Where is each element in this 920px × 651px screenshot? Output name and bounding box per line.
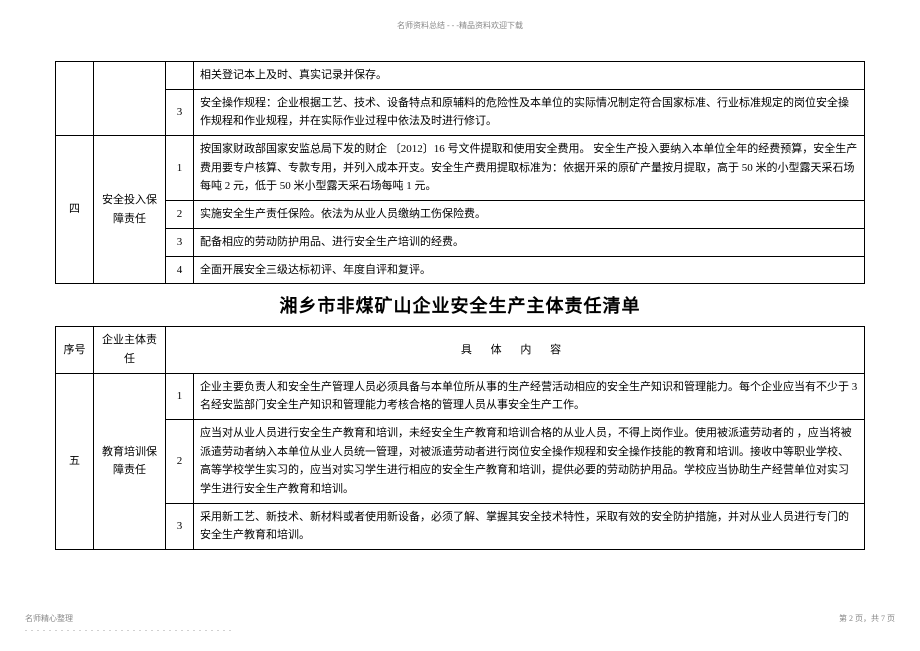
footer-dots: . . . . . . . . . . . . . . . . . . . . … — [25, 624, 232, 633]
section5-resp: 教育培训保障责任 — [94, 373, 166, 550]
section4-idx-2: 2 — [166, 201, 194, 229]
t2-header-col3-text: 具 体 内 容 — [461, 344, 569, 356]
table-section-prev-and-4: 相关登记本上及时、真实记录并保存。 3 安全操作规程：企业根据工艺、技术、设备特… — [55, 61, 865, 284]
prev-resp-cell — [94, 62, 166, 136]
section4-item-3: 配备相应的劳动防护用品、进行安全生产培训的经费。 — [194, 228, 865, 256]
prev-content-3: 安全操作规程：企业根据工艺、技术、设备特点和原辅料的危险性及本单位的实际情况制定… — [194, 89, 865, 135]
section5-idx-1: 1 — [166, 373, 194, 419]
prev-content-last: 相关登记本上及时、真实记录并保存。 — [194, 62, 865, 90]
table-section-5: 序号 企业主体责 任 具 体 内 容 五 教育培训保障责任 1 企业主要负责人和… — [55, 326, 865, 550]
section4-item-1: 按国家财政部国家安监总局下发的财企 〔2012〕16 号文件提取和使用安全费用。… — [194, 136, 865, 201]
section5-item-1: 企业主要负责人和安全生产管理人员必须具备与本单位所从事的生产经营活动相应的安全生… — [194, 373, 865, 419]
section4-idx-1: 1 — [166, 136, 194, 201]
page-header-note: 名师资料总结 - - -精品资料欢迎下载 — [55, 20, 865, 31]
footer-left-text: 名师精心整理 — [25, 614, 73, 623]
section4-idx-3: 3 — [166, 228, 194, 256]
page-footer: 名师精心整理 . . . . . . . . . . . . . . . . .… — [25, 613, 895, 633]
main-title: 湘乡市非煤矿山企业安全生产主体责任清单 — [55, 292, 865, 318]
t2-header-col1: 序号 — [56, 327, 94, 373]
prev-num-cell — [56, 62, 94, 136]
section4-idx-4: 4 — [166, 256, 194, 284]
t2-header-col3: 具 体 内 容 — [166, 327, 865, 373]
section4-num: 四 — [56, 136, 94, 284]
section5-item-2: 应当对从业人员进行安全生产教育和培训，未经安全生产教育和培训合格的从业人员，不得… — [194, 419, 865, 503]
footer-right-text: 第 2 页，共 7 页 — [839, 613, 895, 633]
t2-header-col2: 企业主体责 任 — [94, 327, 166, 373]
section5-idx-3: 3 — [166, 503, 194, 549]
section4-resp: 安全投入保障责任 — [94, 136, 166, 284]
section5-item-3: 采用新工艺、新技术、新材料或者使用新设备，必须了解、掌握其安全技术特性，采取有效… — [194, 503, 865, 549]
section5-idx-2: 2 — [166, 419, 194, 503]
section5-num: 五 — [56, 373, 94, 550]
section4-item-2: 实施安全生产责任保险。依法为从业人员缴纳工伤保险费。 — [194, 201, 865, 229]
section4-item-4: 全面开展安全三级达标初评、年度自评和复评。 — [194, 256, 865, 284]
prev-idx-3: 3 — [166, 89, 194, 135]
prev-idx-empty — [166, 62, 194, 90]
